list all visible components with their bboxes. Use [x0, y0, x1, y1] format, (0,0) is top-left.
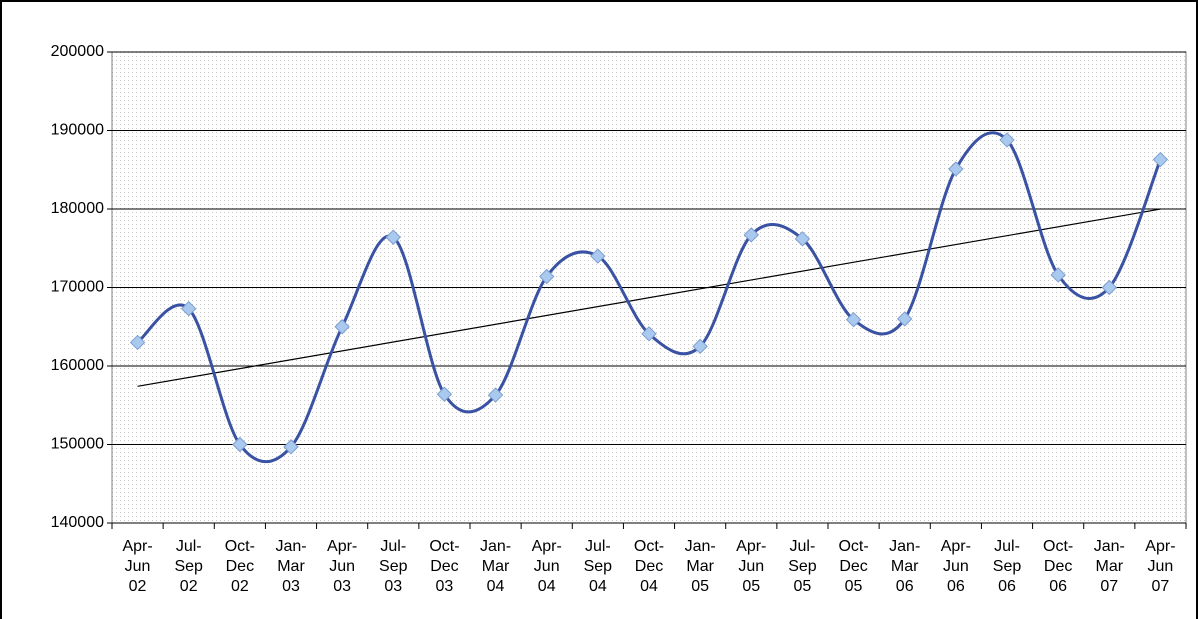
- marker: [1152, 151, 1169, 168]
- y-tick-label: 140000: [51, 514, 104, 531]
- x-tick-label: Jul- Sep 04: [583, 538, 613, 595]
- marker: [129, 334, 146, 351]
- marker: [897, 311, 913, 327]
- marker: [743, 227, 759, 243]
- marker: [999, 132, 1015, 148]
- x-tick-label: Jan- Mar 04: [480, 538, 512, 595]
- x-tick-label: Apr- Jun 03: [327, 538, 358, 595]
- y-tick-label: 160000: [51, 357, 104, 374]
- marker: [845, 311, 862, 328]
- marker: [283, 439, 299, 455]
- y-tick-label: 150000: [51, 436, 104, 453]
- x-tick-label: Jul- Sep 06: [992, 538, 1022, 595]
- y-tick-label: 170000: [51, 279, 104, 296]
- x-tick-label: Apr- Jun 05: [736, 538, 767, 595]
- marker: [181, 300, 197, 317]
- marker: [1101, 279, 1117, 296]
- x-tick-label: Apr- Jun 02: [122, 538, 153, 595]
- x-tick-label: Jul- Sep 05: [788, 538, 817, 595]
- x-tick-label: Jul- Sep 02: [174, 538, 203, 595]
- x-tick-label: Apr- Jun 04: [531, 538, 562, 595]
- x-tick-label: Oct- Dec 02: [224, 538, 255, 595]
- x-tick-label: Oct- Dec 05: [838, 538, 869, 595]
- series-line: [136, 131, 1162, 464]
- y-tick-label: 180000: [51, 200, 104, 217]
- y-tick-label: 200000: [51, 43, 104, 60]
- marker: [539, 268, 555, 285]
- marker: [948, 161, 964, 177]
- marker: [794, 231, 811, 247]
- x-tick-label: Apr- Jun 07: [1145, 538, 1176, 595]
- x-tick-label: Jan- Mar 07: [1093, 538, 1125, 595]
- x-tick-label: Oct- Dec 06: [1043, 538, 1074, 595]
- marker: [436, 386, 453, 402]
- marker: [385, 229, 401, 245]
- trendline: [137, 208, 1161, 387]
- marker: [1050, 267, 1066, 283]
- x-tick-label: Oct- Dec 04: [633, 538, 665, 595]
- marker: [232, 436, 248, 453]
- x-tick-label: Jan- Mar 05: [684, 538, 716, 595]
- x-tick-label: Apr- Jun 06: [940, 538, 971, 595]
- marker: [487, 387, 504, 403]
- x-tick-label: Jul- Sep 03: [379, 538, 408, 595]
- marker: [692, 338, 708, 355]
- y-tick-label: 190000: [51, 122, 104, 139]
- x-tick-label: Oct- Dec 03: [429, 538, 460, 595]
- marker: [590, 248, 606, 264]
- x-tick-label: Jan- Mar 06: [889, 538, 921, 595]
- x-tick-label: Jan- Mar 03: [275, 538, 307, 595]
- marker: [641, 326, 657, 342]
- marker: [334, 319, 350, 335]
